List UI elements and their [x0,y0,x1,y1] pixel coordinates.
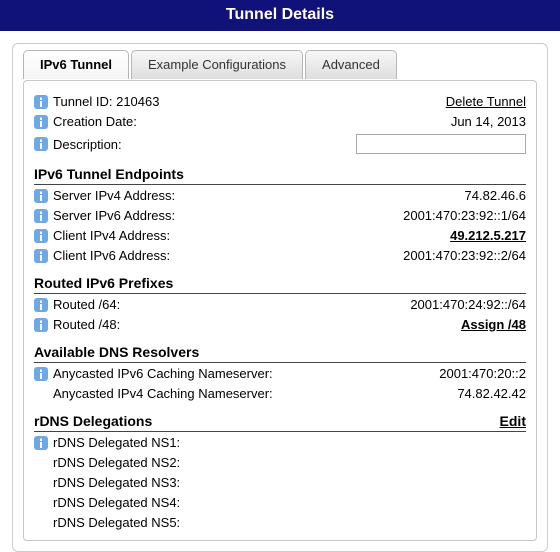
icon-spacer [34,476,48,490]
info-icon [34,115,48,129]
row-rdns-ns1: rDNS Delegated NS1: [34,432,526,452]
rdns-ns5-label: rDNS Delegated NS5: [53,515,180,530]
row-tunnel-id: Tunnel ID: 210463 Delete Tunnel [34,91,526,111]
info-icon [34,298,48,312]
info-icon [34,367,48,381]
info-icon [34,249,48,263]
info-icon [34,229,48,243]
tab-advanced[interactable]: Advanced [305,50,397,79]
row-routed-64: Routed /64: 2001:470:24:92::/64 [34,294,526,314]
dns-ipv6-label: Anycasted IPv6 Caching Nameserver: [53,366,273,381]
server-ipv6-value: 2001:470:23:92::1/64 [403,208,526,223]
creation-date-label: Creation Date: [53,114,137,129]
info-icon [34,436,48,450]
rdns-ns2-label: rDNS Delegated NS2: [53,455,180,470]
rdns-edit-link[interactable]: Edit [500,413,526,429]
dns-ipv6-value: 2001:470:20::2 [439,366,526,381]
icon-spacer [34,387,48,401]
page-wrapper: Tunnel Details IPv6 Tunnel Example Confi… [0,0,560,552]
tunnel-id-label: Tunnel ID: 210463 [53,94,159,109]
assign-48-link[interactable]: Assign /48 [461,317,526,332]
section-rdns-title: rDNS Delegations [34,413,152,429]
row-client-ipv6: Client IPv6 Address: 2001:470:23:92::2/6… [34,245,526,265]
row-server-ipv6: Server IPv6 Address: 2001:470:23:92::1/6… [34,205,526,225]
row-rdns-ns2: rDNS Delegated NS2: [34,452,526,472]
info-icon [34,137,48,151]
row-description: Description: [34,131,526,156]
row-routed-48: Routed /48: Assign /48 [34,314,526,334]
section-rdns-title-row: rDNS Delegations Edit [34,407,526,432]
client-ipv4-label: Client IPv4 Address: [53,228,170,243]
description-input[interactable] [356,134,526,154]
client-ipv6-value: 2001:470:23:92::2/64 [403,248,526,263]
icon-spacer [34,496,48,510]
icon-spacer [34,456,48,470]
server-ipv4-value: 74.82.46.6 [465,188,526,203]
client-ipv6-label: Client IPv6 Address: [53,248,170,263]
row-client-ipv4: Client IPv4 Address: 49.212.5.217 [34,225,526,245]
tab-ipv6-tunnel[interactable]: IPv6 Tunnel [23,50,129,79]
info-icon [34,95,48,109]
server-ipv6-label: Server IPv6 Address: [53,208,175,223]
creation-date-value: Jun 14, 2013 [451,114,526,129]
row-rdns-ns3: rDNS Delegated NS3: [34,472,526,492]
tab-bar: IPv6 Tunnel Example Configurations Advan… [23,50,537,79]
row-rdns-ns5: rDNS Delegated NS5: [34,512,526,532]
dns-ipv4-label: Anycasted IPv4 Caching Nameserver: [53,386,273,401]
description-label: Description: [53,137,122,152]
tab-example-configurations[interactable]: Example Configurations [131,50,303,79]
rdns-ns1-label: rDNS Delegated NS1: [53,435,180,450]
rdns-ns3-label: rDNS Delegated NS3: [53,475,180,490]
row-rdns-ns4: rDNS Delegated NS4: [34,492,526,512]
rdns-ns4-label: rDNS Delegated NS4: [53,495,180,510]
client-ipv4-value-link[interactable]: 49.212.5.217 [450,228,526,243]
tunnel-panel: IPv6 Tunnel Example Configurations Advan… [12,43,548,552]
dns-ipv4-value: 74.82.42.42 [457,386,526,401]
server-ipv4-label: Server IPv4 Address: [53,188,175,203]
delete-tunnel-link[interactable]: Delete Tunnel [446,94,526,109]
tab-body: Tunnel ID: 210463 Delete Tunnel Creation… [23,80,537,541]
section-dns-title: Available DNS Resolvers [34,338,526,363]
info-icon [34,189,48,203]
row-dns-ipv4: Anycasted IPv4 Caching Nameserver: 74.82… [34,383,526,403]
info-icon [34,209,48,223]
routed-64-label: Routed /64: [53,297,120,312]
info-icon [34,318,48,332]
section-endpoints-title: IPv6 Tunnel Endpoints [34,160,526,185]
routed-48-label: Routed /48: [53,317,120,332]
section-routed-title: Routed IPv6 Prefixes [34,269,526,294]
row-server-ipv4: Server IPv4 Address: 74.82.46.6 [34,185,526,205]
page-title: Tunnel Details [0,0,560,31]
row-dns-ipv6: Anycasted IPv6 Caching Nameserver: 2001:… [34,363,526,383]
row-creation-date: Creation Date: Jun 14, 2013 [34,111,526,131]
icon-spacer [34,516,48,530]
routed-64-value: 2001:470:24:92::/64 [410,297,526,312]
